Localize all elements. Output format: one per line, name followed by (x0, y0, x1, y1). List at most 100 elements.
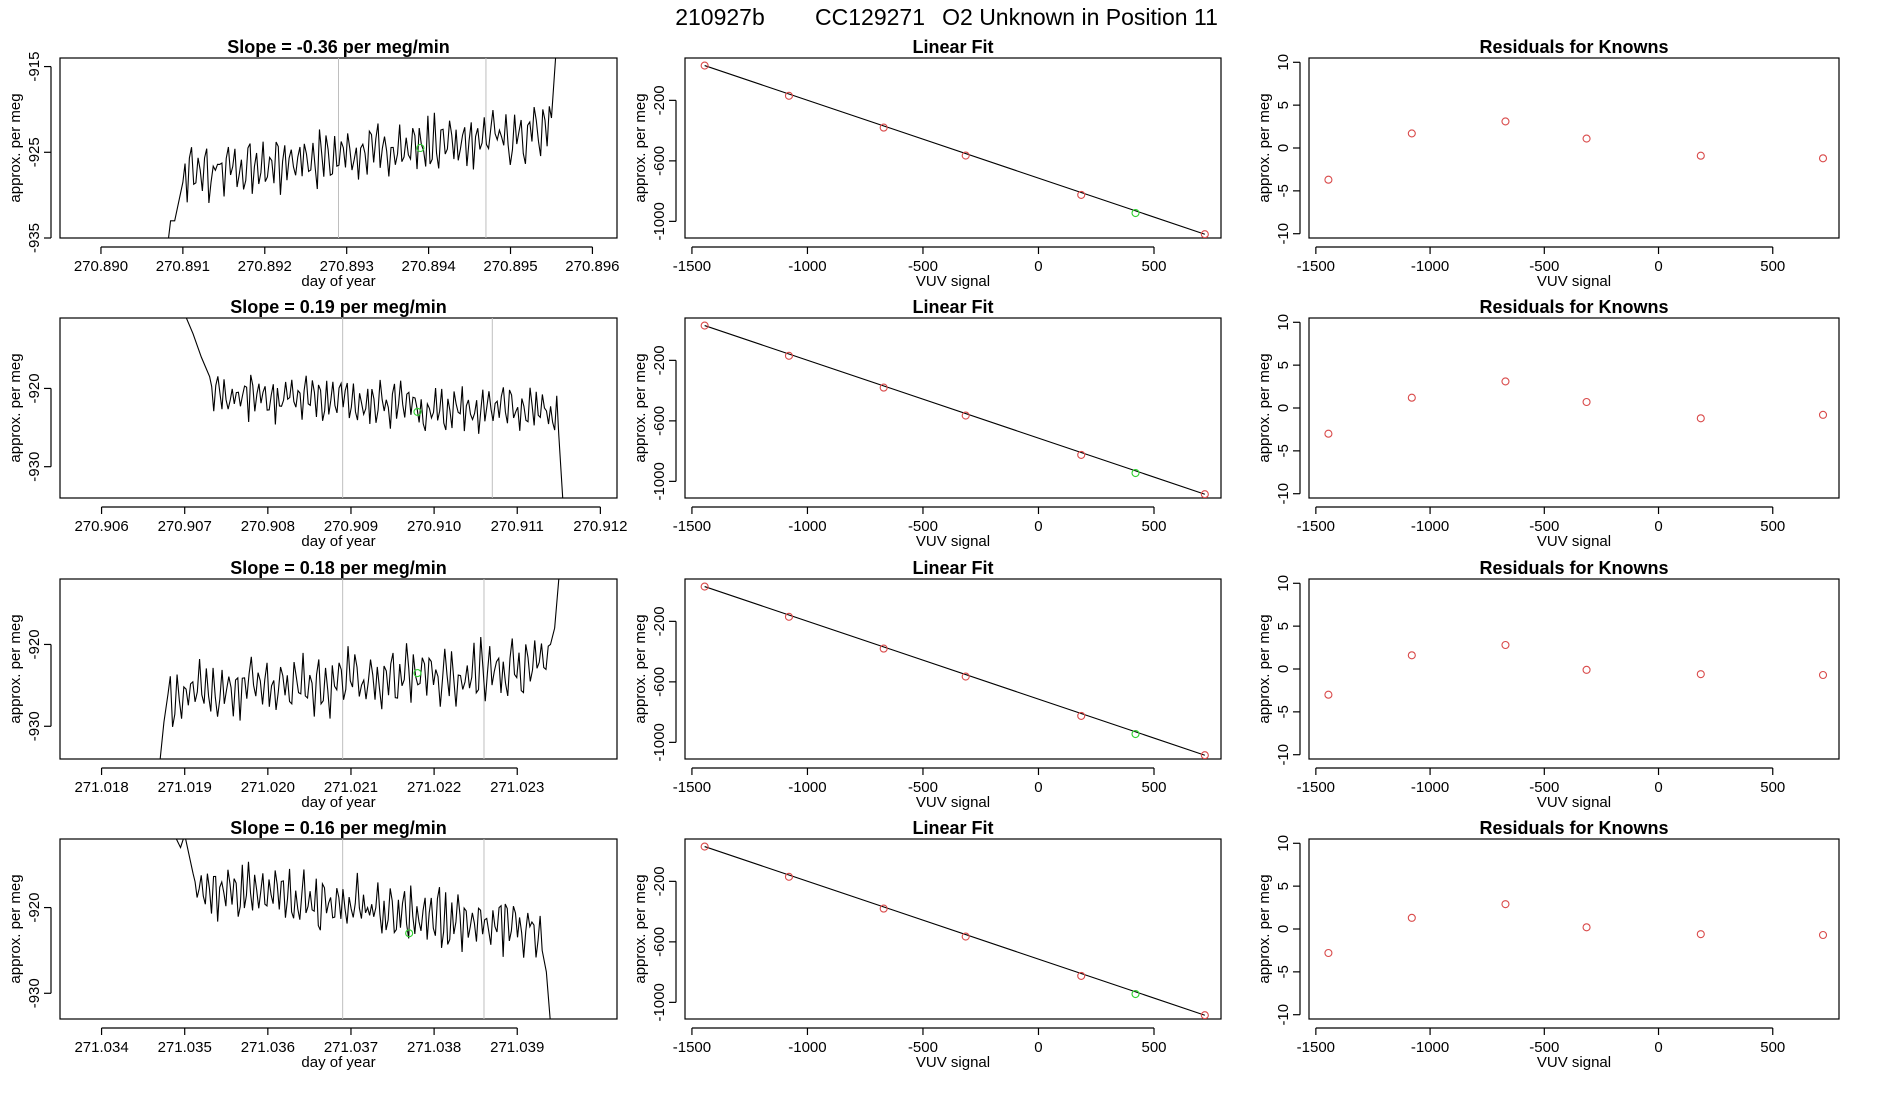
known-point (1200, 490, 1209, 498)
unknown-point (416, 143, 425, 153)
x-tick-label: -1000 (1411, 518, 1449, 535)
known-point (700, 582, 709, 591)
panel-residuals-row-0: Residuals for Knowns -1500 -1000 -500 0 500 -1… (1256, 37, 1840, 290)
x-tick-label: -1000 (1411, 258, 1449, 275)
fit-line (704, 586, 1206, 756)
y-axis-title: approx. per meg (1256, 614, 1273, 723)
residual-point (1582, 397, 1591, 407)
y-tick-label: -5 (1275, 444, 1292, 457)
residual-point (1818, 154, 1828, 163)
y-axis-title: approx. per meg (632, 874, 649, 983)
y-tick-label: 10 (1275, 54, 1292, 71)
plot-frame (684, 317, 1222, 499)
y-tick-label: -1000 (651, 202, 668, 240)
residual-point (1324, 429, 1333, 438)
x-tick-label: 500 (1141, 1039, 1166, 1056)
y-tick-label: 5 (1275, 101, 1292, 109)
x-tick-label: 0 (1034, 779, 1042, 796)
title-cylinder-id: CC129271 (815, 4, 925, 30)
unknown-point (1131, 729, 1140, 739)
plot-title: Slope = -0.36 per meg/min (227, 37, 450, 57)
residual-point (1501, 117, 1510, 126)
known-point (879, 383, 888, 392)
plot-marks (1324, 900, 1828, 958)
known-point (1200, 230, 1209, 238)
signal-trace (185, 318, 564, 498)
residual-point (1407, 913, 1416, 922)
x-tick-label: -500 (1529, 258, 1559, 275)
x-tick-label: 271.022 (407, 779, 461, 796)
y-tick-label: -200 (651, 606, 668, 636)
x-tick-label: 500 (1760, 258, 1785, 275)
x-tick-label: 0 (1654, 779, 1662, 796)
fit-line (704, 846, 1206, 1016)
plot-frame (684, 57, 1222, 239)
x-tick-label: -500 (908, 258, 938, 275)
y-axis-title: approx. per meg (632, 93, 649, 202)
residual-point (1407, 393, 1416, 402)
x-tick-label: 271.021 (324, 779, 378, 796)
y-axis-title: approx. per meg (7, 93, 24, 202)
y-tick-label: -930 (26, 978, 43, 1008)
x-tick-label: -500 (1529, 1039, 1559, 1056)
plot-marks (159, 579, 560, 759)
x-tick-label: 271.035 (158, 1039, 212, 1056)
y-tick-label: -925 (26, 137, 43, 167)
x-tick-label: 270.892 (238, 258, 292, 275)
y-tick-label: 0 (1275, 665, 1292, 673)
x-tick-label: -1500 (1297, 779, 1335, 796)
y-tick-label: -1000 (651, 723, 668, 761)
y-tick-label: 10 (1275, 575, 1292, 592)
plot-marks (1324, 377, 1828, 438)
x-axis-title: day of year (301, 533, 375, 550)
y-tick-label: -930 (26, 711, 43, 741)
known-point (784, 612, 794, 621)
y-tick-label: -1000 (651, 462, 668, 500)
known-point (961, 411, 970, 420)
unknown-point (1131, 208, 1140, 218)
known-point (1200, 1011, 1209, 1019)
x-tick-label: 0 (1654, 1039, 1662, 1056)
x-tick-label: -500 (908, 779, 938, 796)
y-tick-label: -1000 (651, 983, 668, 1021)
residual-point (1696, 670, 1705, 679)
residual-point (1582, 134, 1591, 143)
plot-marks (1324, 117, 1828, 184)
x-tick-label: -1500 (1297, 1039, 1335, 1056)
known-point (879, 123, 888, 132)
y-tick-label: -600 (651, 927, 668, 957)
residual-point (1501, 900, 1510, 909)
y-tick-label: -5 (1275, 184, 1292, 197)
x-axis-title: VUV signal (1537, 1054, 1611, 1071)
unknown-point (1131, 989, 1140, 999)
known-point (1077, 450, 1086, 459)
plot-frame (59, 317, 618, 499)
x-tick-label: -1500 (673, 518, 711, 535)
residual-point (1696, 414, 1705, 423)
signal-trace (175, 839, 551, 1019)
y-tick-label: -600 (651, 146, 668, 176)
residual-point (1324, 948, 1333, 958)
known-point (1077, 190, 1086, 199)
plot-marks (167, 58, 557, 238)
x-tick-label: -1500 (1297, 518, 1335, 535)
x-axis-title: VUV signal (916, 273, 990, 290)
y-tick-label: -920 (26, 893, 43, 923)
plot-title: Linear Fit (912, 818, 993, 838)
x-tick-label: 271.019 (158, 779, 212, 796)
unknown-point (413, 669, 422, 678)
x-tick-label: 270.911 (491, 518, 544, 535)
y-tick-label: -10 (1275, 223, 1292, 245)
fit-line (704, 65, 1206, 235)
residual-point (1696, 930, 1705, 939)
panel-linear-fit-row-1: Linear Fit -1500 -1000 -500 0 500 -1000 -600 -20… (632, 297, 1222, 550)
unknown-point (413, 407, 422, 416)
plot-frame (684, 578, 1222, 760)
x-axis-title: VUV signal (916, 794, 990, 811)
y-tick-label: -915 (26, 52, 43, 82)
x-tick-label: -1500 (673, 779, 711, 796)
panel-timeseries-row-1: Slope = 0.19 per meg/min 270.906 270.907 27… (7, 297, 627, 550)
residual-point (1696, 151, 1705, 160)
plot-title: Residuals for Knowns (1479, 297, 1668, 317)
